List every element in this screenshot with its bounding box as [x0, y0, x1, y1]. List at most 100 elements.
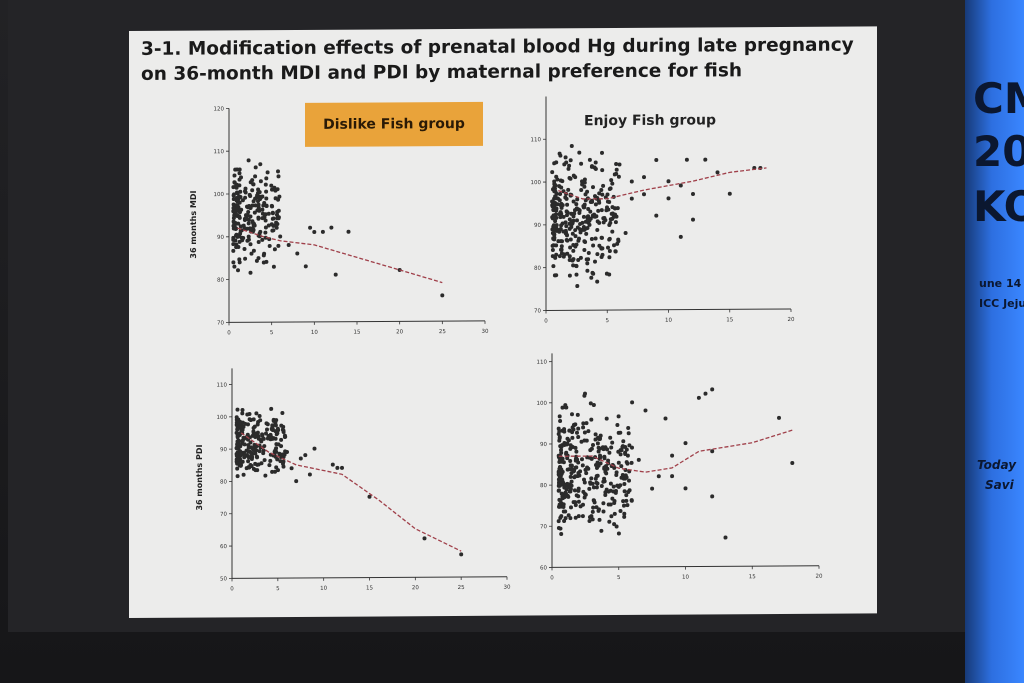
data-point	[277, 451, 282, 456]
data-point	[241, 472, 246, 477]
data-point	[256, 203, 260, 208]
data-point	[616, 174, 621, 179]
data-point	[552, 189, 557, 194]
data-point	[576, 470, 581, 475]
data-point	[263, 182, 268, 187]
data-point	[567, 176, 572, 181]
x-tick-label: 30	[482, 329, 489, 335]
data-point	[616, 414, 621, 419]
data-point	[593, 202, 598, 207]
data-point	[569, 505, 573, 510]
data-point	[557, 438, 562, 443]
data-point	[237, 167, 242, 172]
data-point	[603, 469, 608, 474]
data-point	[599, 208, 604, 213]
data-point	[250, 446, 255, 451]
data-point	[267, 243, 272, 248]
data-point	[253, 468, 258, 473]
data-point	[625, 453, 630, 458]
data-point	[607, 272, 612, 277]
data-point	[333, 272, 338, 277]
data-point	[231, 260, 236, 265]
y-tick-label: 80	[217, 278, 224, 284]
data-point	[599, 255, 604, 260]
data-point	[570, 435, 575, 440]
data-point	[613, 249, 618, 254]
data-point	[265, 422, 270, 427]
data-point	[273, 188, 278, 193]
data-point	[612, 172, 617, 177]
data-point	[234, 453, 239, 458]
data-point	[580, 457, 584, 462]
y-tick-label: 100	[531, 180, 542, 186]
data-point	[573, 228, 578, 233]
data-point	[272, 247, 277, 252]
data-point	[251, 425, 256, 430]
data-point	[241, 435, 246, 440]
data-point	[565, 210, 570, 215]
data-point	[585, 465, 590, 470]
data-point	[258, 418, 263, 423]
data-point	[642, 192, 646, 197]
data-point	[244, 215, 249, 220]
data-point	[271, 417, 276, 422]
data-point	[256, 256, 261, 261]
data-point	[249, 251, 254, 256]
data-point	[574, 202, 579, 207]
y-tick-label: 90	[540, 442, 547, 448]
data-point	[231, 193, 236, 198]
data-point	[596, 435, 600, 440]
data-point	[582, 393, 587, 398]
banner-text-2: 20	[973, 127, 1024, 176]
data-point	[233, 167, 238, 172]
data-point	[568, 237, 573, 242]
data-point	[573, 445, 578, 450]
data-point	[559, 514, 564, 519]
trend-line	[240, 432, 462, 552]
data-point	[233, 238, 238, 243]
data-point	[558, 418, 563, 423]
data-point	[624, 460, 629, 465]
data-point	[276, 442, 281, 447]
data-point	[551, 223, 556, 228]
data-point	[571, 248, 576, 253]
data-point	[618, 508, 623, 513]
x-tick-label: 5	[606, 318, 610, 324]
data-point	[670, 453, 675, 458]
data-point	[249, 453, 254, 458]
data-point	[240, 411, 245, 416]
data-point	[554, 223, 559, 228]
data-point	[603, 492, 608, 497]
data-point	[656, 474, 661, 479]
data-point	[630, 445, 634, 450]
data-point	[595, 473, 600, 478]
data-point	[584, 471, 589, 476]
data-point	[597, 517, 602, 522]
data-point	[556, 196, 560, 201]
data-point	[582, 430, 587, 435]
data-point	[573, 474, 578, 479]
data-point	[558, 474, 563, 479]
data-point	[573, 515, 578, 520]
data-point	[575, 218, 579, 223]
data-point	[600, 192, 605, 197]
data-point	[237, 171, 242, 176]
data-point	[581, 421, 586, 426]
data-point	[558, 465, 563, 470]
x-tick-label: 0	[544, 318, 548, 324]
data-point	[618, 452, 623, 457]
data-point	[552, 179, 557, 184]
data-point	[563, 195, 568, 200]
data-point	[236, 438, 241, 443]
data-point	[561, 214, 566, 219]
data-point	[558, 178, 563, 183]
data-point	[609, 445, 614, 450]
banner-tagline-1: Today	[977, 458, 1017, 472]
data-point	[335, 465, 340, 470]
data-point	[237, 200, 242, 205]
data-point	[270, 228, 275, 233]
data-point	[591, 442, 595, 447]
data-point	[630, 400, 635, 405]
data-point	[567, 485, 571, 490]
data-point	[270, 216, 275, 221]
